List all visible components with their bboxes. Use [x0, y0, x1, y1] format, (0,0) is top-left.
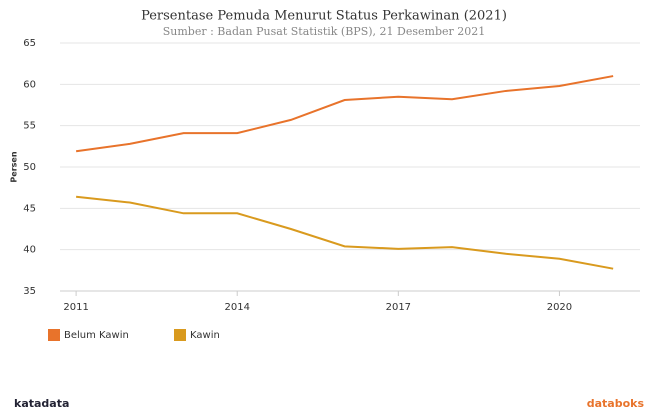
y-axis-label: Persen — [10, 151, 19, 182]
series-line — [76, 76, 613, 151]
legend-label: Kawin — [190, 330, 220, 341]
y-tick-label: 45 — [23, 203, 36, 214]
x-tick-label: 2011 — [63, 302, 88, 313]
y-tick-label: 55 — [23, 121, 36, 132]
legend-swatch — [48, 329, 60, 341]
x-tick-label: 2020 — [547, 302, 572, 313]
x-tick-label: 2017 — [386, 302, 411, 313]
footer-logo: katadata — [14, 397, 69, 410]
legend-label: Belum Kawin — [64, 330, 129, 341]
y-tick-label: 35 — [23, 286, 36, 297]
chart-subtitle: Sumber : Badan Pusat Statistik (BPS), 21… — [163, 25, 486, 38]
legend-swatch — [174, 329, 186, 341]
chart-title: Persentase Pemuda Menurut Status Perkawi… — [141, 9, 507, 24]
chart: Persentase Pemuda Menurut Status Perkawi… — [0, 0, 648, 412]
page: Persentase Pemuda Menurut Status Perkawi… — [0, 0, 648, 412]
x-tick-label: 2014 — [224, 302, 249, 313]
footer-brand: databoks — [587, 397, 645, 410]
series-line — [76, 197, 613, 269]
y-tick-label: 60 — [23, 79, 36, 90]
y-tick-label: 65 — [23, 38, 36, 49]
y-tick-label: 40 — [23, 245, 36, 256]
y-tick-label: 50 — [23, 162, 36, 173]
